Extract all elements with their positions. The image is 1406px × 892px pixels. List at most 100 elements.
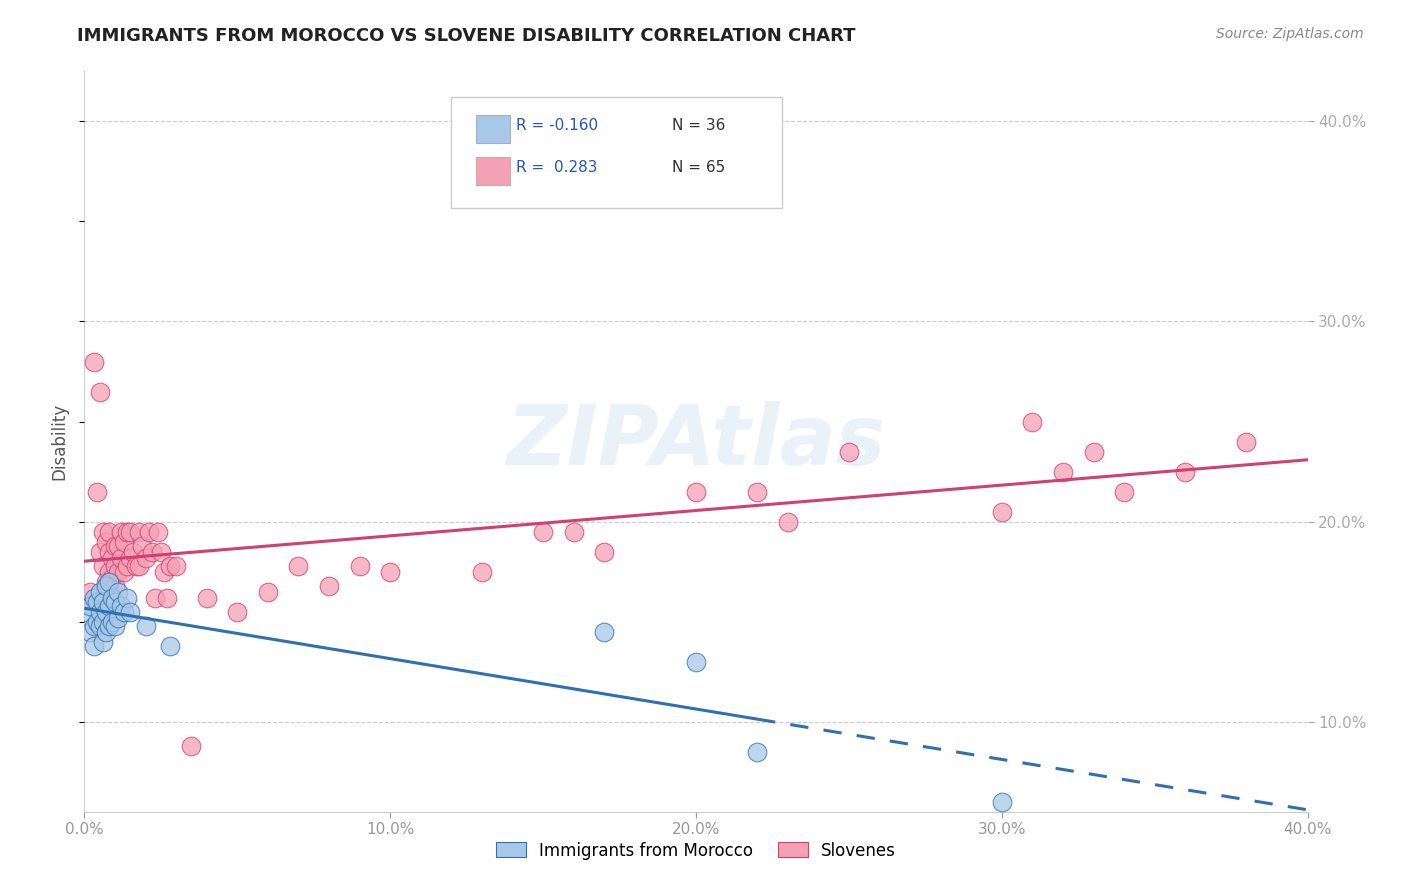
Point: [112, 605, 135, 619]
Point: [1236, 434, 1258, 449]
Point: [104, 579, 127, 593]
Point: [97, 618, 120, 632]
Point: [685, 484, 707, 499]
Point: [747, 484, 769, 499]
Text: N = 36: N = 36: [672, 118, 725, 133]
Point: [120, 605, 142, 619]
Point: [128, 524, 150, 539]
Point: [89, 618, 111, 632]
Point: [83, 639, 105, 653]
Point: [531, 524, 554, 539]
Point: [104, 594, 127, 608]
Point: [143, 591, 166, 605]
Point: [110, 524, 132, 539]
Point: [180, 739, 202, 753]
Point: [153, 565, 176, 579]
Text: R = -0.160: R = -0.160: [516, 118, 599, 133]
Point: [349, 558, 371, 573]
Point: [1174, 465, 1197, 479]
Point: [107, 565, 129, 579]
Point: [257, 584, 280, 599]
Point: [97, 524, 120, 539]
Point: [1114, 484, 1136, 499]
Point: [112, 534, 135, 549]
Point: [79, 599, 101, 613]
Point: [107, 610, 129, 624]
Point: [101, 615, 124, 629]
Point: [107, 539, 129, 553]
Point: [97, 599, 120, 613]
Point: [838, 444, 860, 458]
Point: [94, 534, 117, 549]
Point: [94, 605, 117, 619]
Point: [120, 524, 142, 539]
Point: [97, 544, 120, 558]
Point: [195, 591, 218, 605]
Point: [135, 550, 157, 565]
Point: [89, 584, 111, 599]
Point: [89, 544, 111, 558]
Point: [471, 565, 494, 579]
Point: [747, 745, 769, 759]
Point: [94, 579, 117, 593]
Point: [79, 624, 101, 639]
Point: [94, 624, 117, 639]
Point: [159, 639, 181, 653]
Point: [101, 571, 124, 585]
Point: [156, 591, 179, 605]
Point: [380, 565, 402, 579]
Text: ZIPAtlas: ZIPAtlas: [506, 401, 886, 482]
Point: [141, 544, 163, 558]
Point: [165, 558, 187, 573]
Point: [89, 384, 111, 399]
Point: [86, 594, 108, 608]
Point: [593, 624, 616, 639]
Point: [101, 591, 124, 605]
Point: [110, 550, 132, 565]
Point: [83, 618, 105, 632]
Point: [91, 524, 114, 539]
Legend: Immigrants from Morocco, Slovenes: Immigrants from Morocco, Slovenes: [489, 835, 903, 866]
Point: [91, 594, 114, 608]
Point: [94, 574, 117, 589]
Point: [138, 524, 160, 539]
Point: [89, 605, 111, 619]
Point: [593, 544, 616, 558]
Point: [685, 655, 707, 669]
FancyBboxPatch shape: [475, 115, 510, 144]
Point: [226, 605, 249, 619]
Point: [1052, 465, 1074, 479]
Point: [159, 558, 181, 573]
Point: [318, 579, 340, 593]
Point: [112, 565, 135, 579]
Point: [91, 558, 114, 573]
Point: [79, 584, 101, 599]
Point: [125, 558, 148, 573]
Point: [97, 565, 120, 579]
Point: [86, 484, 108, 499]
Point: [122, 544, 145, 558]
Text: R =  0.283: R = 0.283: [516, 160, 598, 175]
Point: [562, 524, 585, 539]
FancyBboxPatch shape: [451, 97, 782, 209]
Point: [91, 634, 114, 648]
Point: [1021, 415, 1043, 429]
Point: [91, 615, 114, 629]
Point: [115, 524, 138, 539]
Point: [149, 544, 172, 558]
Point: [83, 591, 105, 605]
Point: [128, 558, 150, 573]
Point: [287, 558, 309, 573]
Point: [76, 605, 98, 619]
Y-axis label: Disability: Disability: [51, 403, 69, 480]
Point: [104, 558, 127, 573]
Point: [97, 574, 120, 589]
Point: [146, 524, 169, 539]
FancyBboxPatch shape: [475, 157, 510, 186]
Point: [776, 515, 799, 529]
Point: [110, 599, 132, 613]
Point: [1083, 444, 1105, 458]
Point: [115, 558, 138, 573]
Point: [131, 539, 153, 553]
Point: [991, 795, 1014, 809]
